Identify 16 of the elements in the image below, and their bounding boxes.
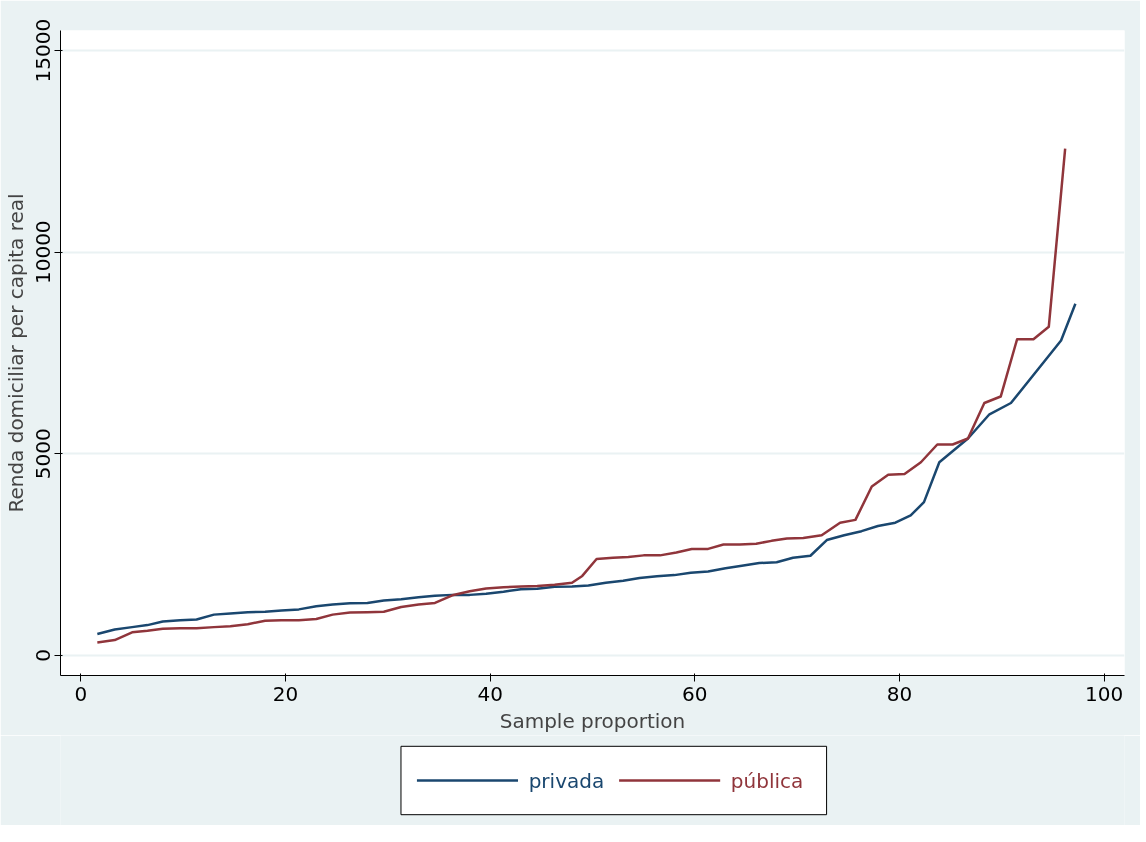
x-tick-label: 80 — [886, 681, 913, 706]
x-axis-title: Sample proportion — [499, 708, 686, 733]
text: pública — [730, 768, 804, 793]
x-tick-label: 0 — [74, 681, 88, 706]
x-tick-label: 100 — [1084, 681, 1124, 706]
text: privada — [528, 768, 605, 793]
line-series — [96, 302, 1077, 636]
x-tick-label: 60 — [682, 681, 708, 706]
x-tick-label: 40 — [477, 681, 503, 706]
y-axis-title: Renda domiciliar per capita real — [3, 193, 28, 513]
y-tick-label: 5000 — [30, 428, 55, 480]
line-series — [96, 147, 1067, 644]
y-tick-label: 0 — [30, 648, 55, 662]
x-tick-label: 20 — [272, 681, 299, 706]
y-tick-label: 15000 — [30, 18, 55, 83]
y-tick-label: 10000 — [30, 220, 55, 285]
